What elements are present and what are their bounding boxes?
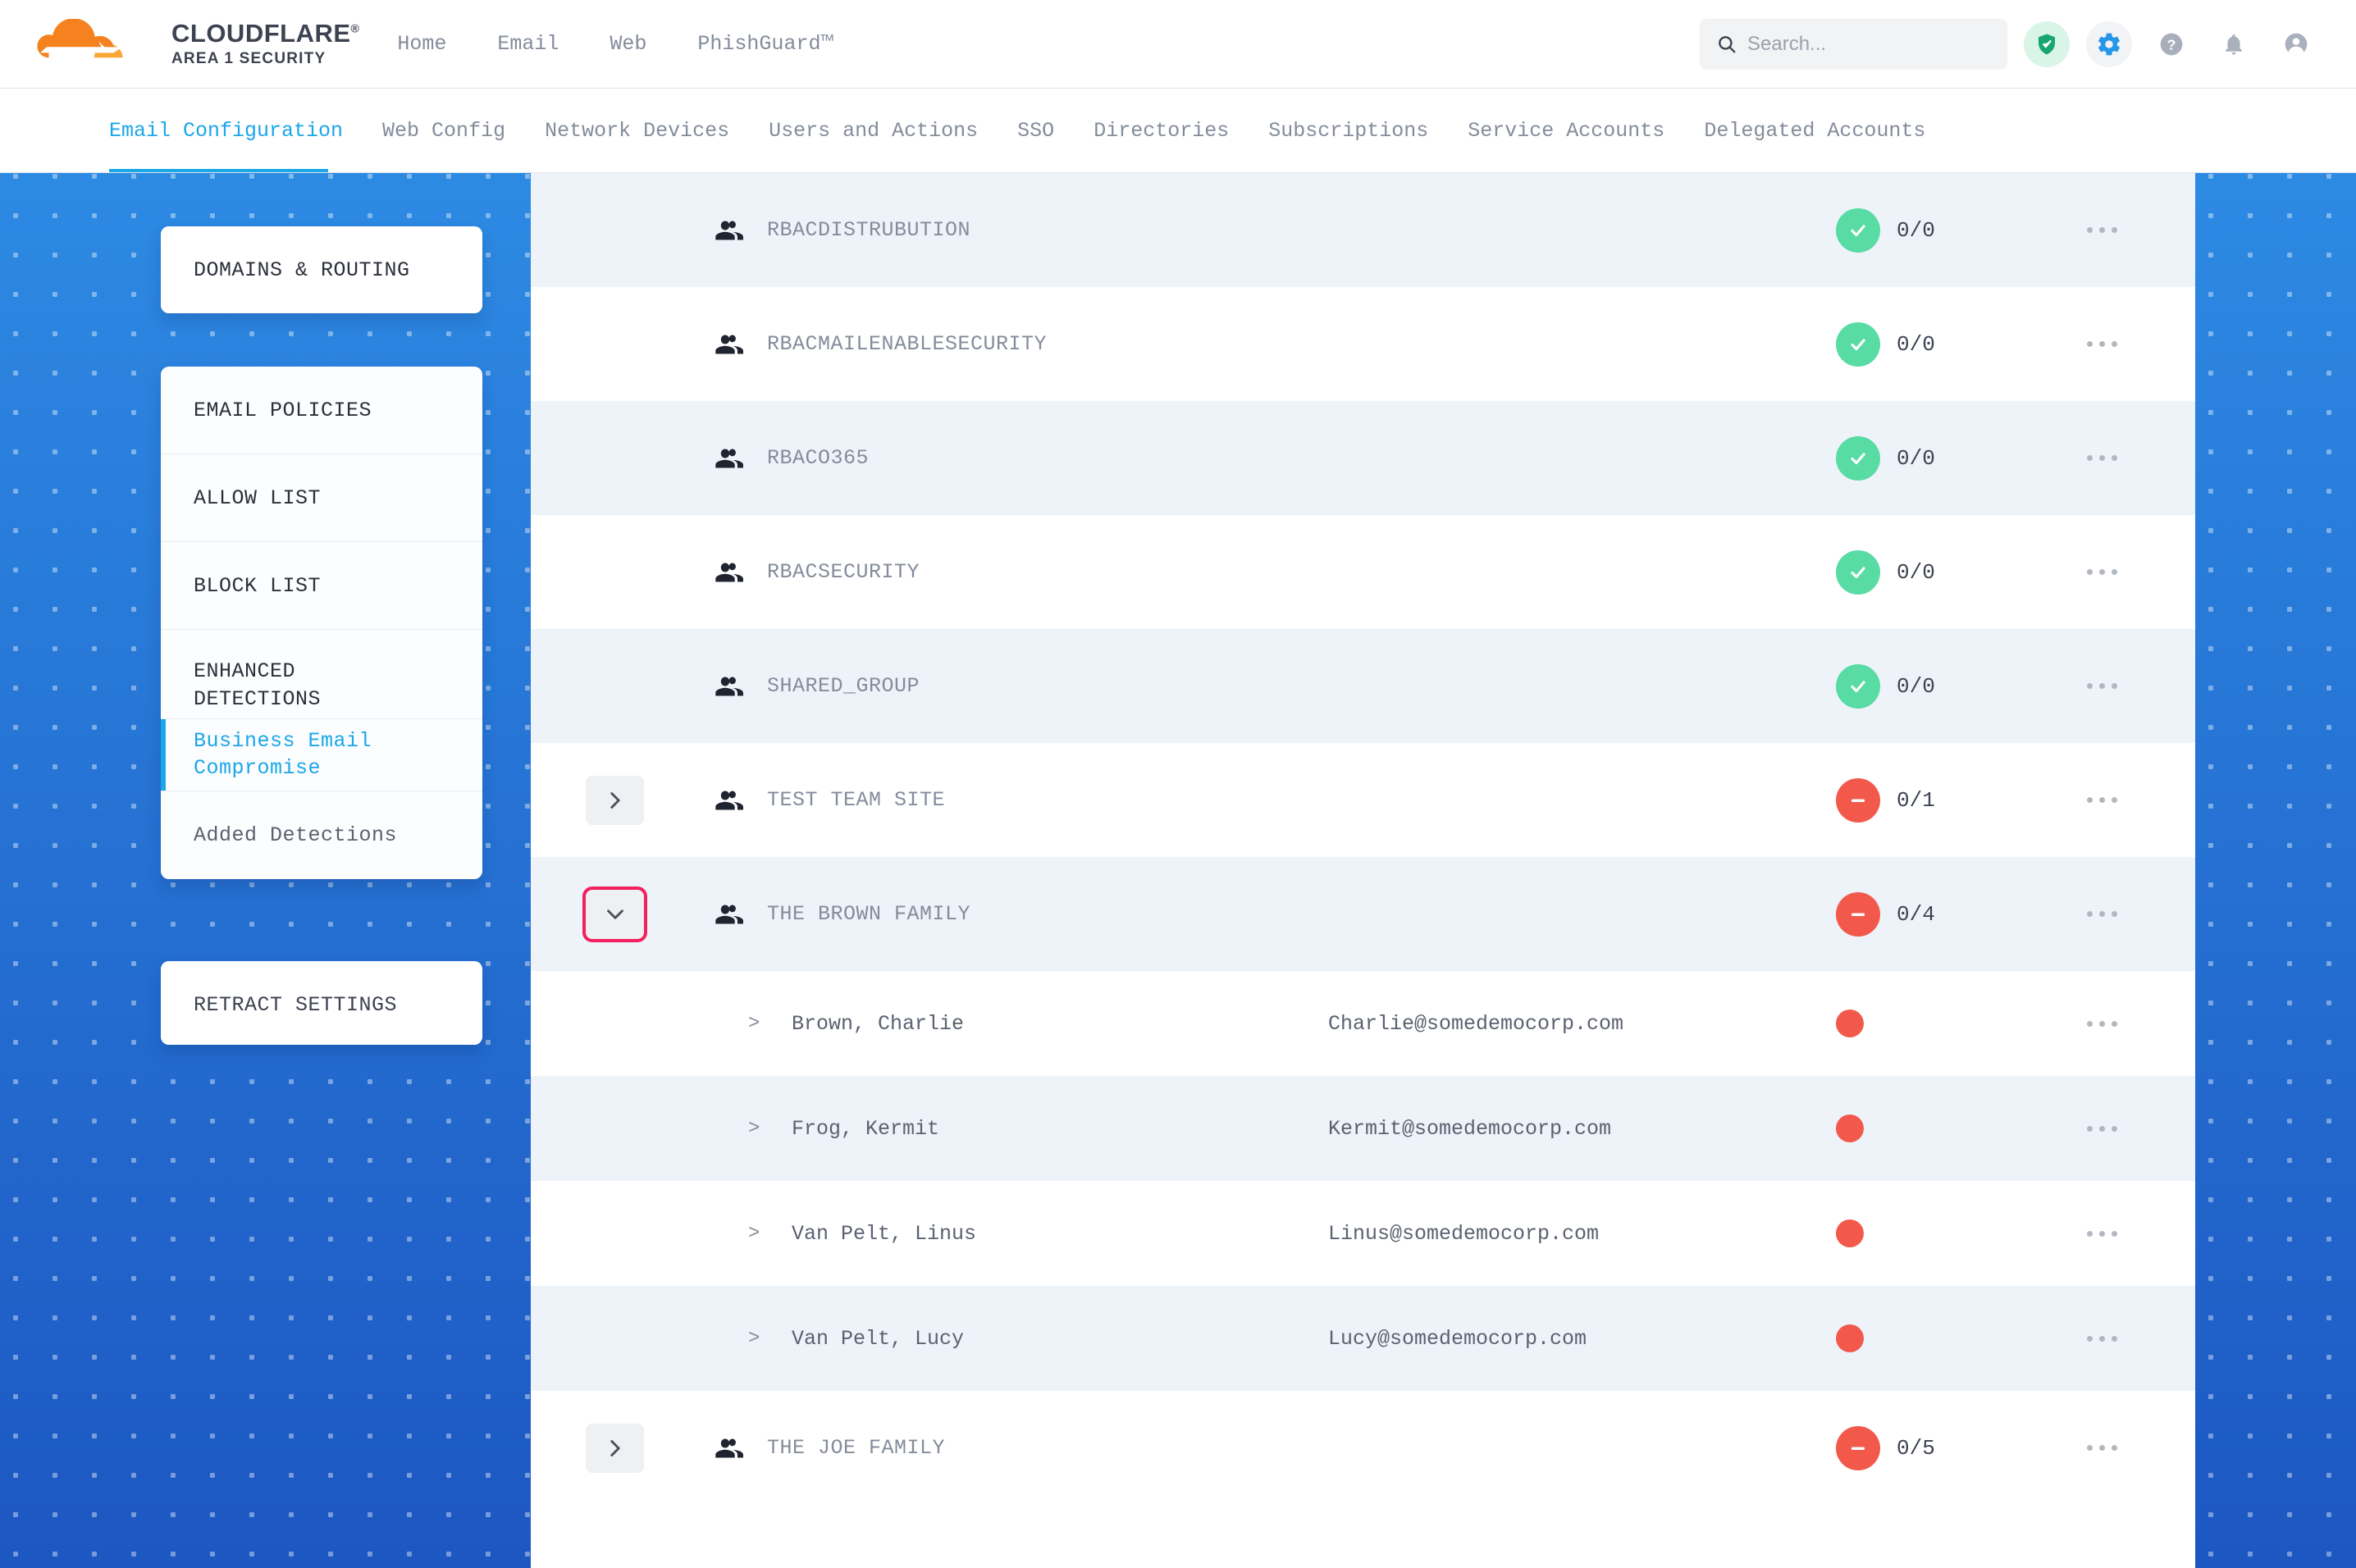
svg-text:?: ? bbox=[2167, 36, 2176, 52]
